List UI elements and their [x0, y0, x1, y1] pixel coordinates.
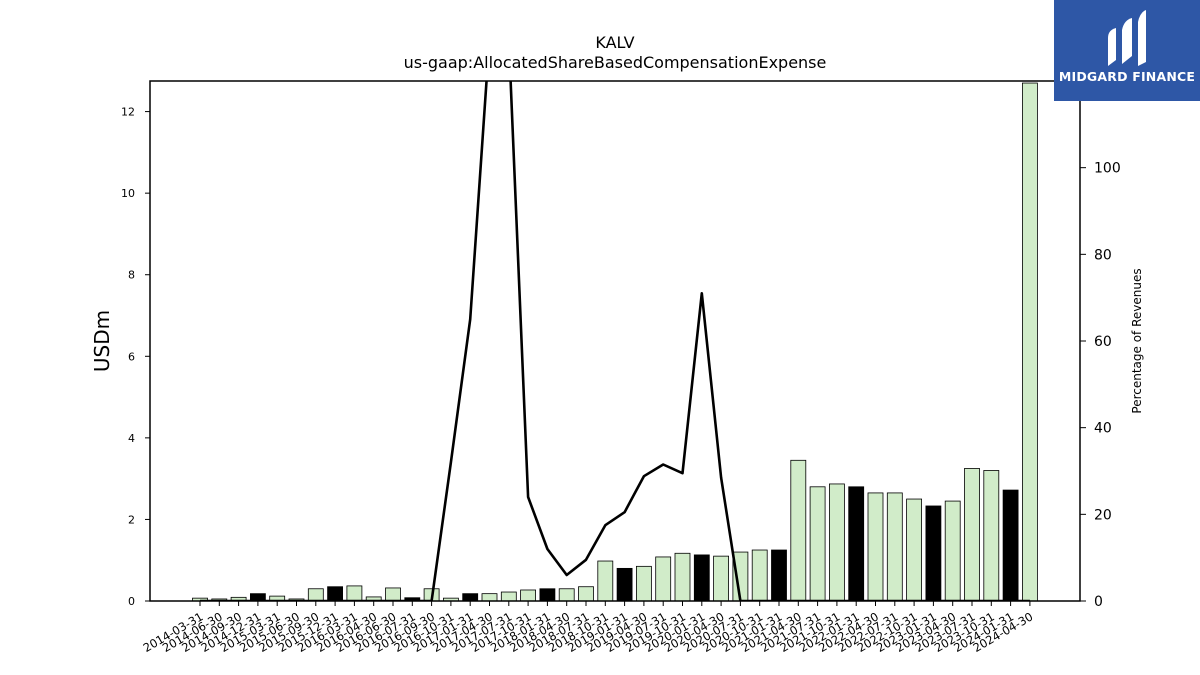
- bar-2017-07-31: [500, 591, 517, 602]
- y-tick-label: 10: [121, 187, 135, 200]
- bar-2019-01-31: [616, 567, 633, 602]
- bar-2023-04-30: [944, 500, 961, 602]
- y-tick-label: 4: [128, 432, 135, 445]
- bar-2021-07-31: [809, 486, 826, 602]
- bar-2023-10-31: [983, 470, 1000, 602]
- bar-2018-01-31: [539, 588, 556, 602]
- bar-2018-07-31: [578, 586, 594, 602]
- bar-2016-03-31: [346, 585, 363, 602]
- y-tick-label: 2: [128, 513, 135, 526]
- bar-2019-04-30: [636, 565, 652, 602]
- y2-tick-label: 80: [1094, 247, 1112, 263]
- bar-2017-10-31: [520, 589, 536, 602]
- bar-2024-04-30: [1022, 82, 1038, 602]
- bar-2022-07-31: [886, 492, 903, 602]
- y2-tick-label: 0: [1094, 594, 1103, 610]
- revenue-percentage-line: [200, 81, 1030, 601]
- chart-subtitle: us-gaap:AllocatedShareBasedCompensationE…: [404, 53, 827, 72]
- y2-tick-label: 100: [1094, 161, 1121, 177]
- bar-2021-10-31: [829, 483, 845, 602]
- y2-tick-label: 20: [1094, 507, 1112, 523]
- bar-2022-10-31: [906, 498, 922, 602]
- y-tick-label: 12: [121, 106, 135, 119]
- bar-2019-07-31: [655, 556, 672, 602]
- y-axis-left: 0 2 4 6 8 10 12: [121, 106, 150, 608]
- logo-text: MIDGARD FINANCE: [1058, 69, 1196, 84]
- bar-2018-04-30: [558, 588, 575, 602]
- brand-logo: MIDGARD FINANCE: [1054, 0, 1200, 101]
- y2-tick-label: 60: [1094, 334, 1112, 350]
- bar-2022-04-30: [867, 492, 884, 602]
- bars-group: [192, 82, 1038, 602]
- bar-2022-01-31: [848, 486, 865, 602]
- bar-2024-01-31: [1002, 489, 1019, 602]
- bar-2015-12-31: [327, 586, 344, 602]
- y-axis-label: USDm: [90, 310, 114, 372]
- y-tick-label: 0: [128, 595, 135, 608]
- y-axis-right: 0 20 40 60 80 100: [1080, 161, 1121, 610]
- bar-2015-09-30: [307, 588, 324, 602]
- y2-tick-label: 40: [1094, 421, 1112, 437]
- line-layer: [200, 81, 1030, 601]
- y-tick-label: 6: [128, 350, 135, 363]
- bar-2021-01-31: [771, 549, 787, 602]
- bar-2020-10-31: [751, 549, 768, 602]
- y-tick-label: 8: [128, 269, 135, 282]
- bar-2016-06-30: [385, 587, 401, 602]
- x-axis: 2014-03-312014-06-302014-09-302014-12-31…: [141, 601, 1035, 655]
- chart-title: KALV: [595, 33, 634, 52]
- bar-2017-04-30: [481, 593, 498, 602]
- y2-axis-label: Percentage of Revenues: [1130, 268, 1144, 413]
- bar-2018-10-31: [597, 560, 614, 602]
- bar-2020-04-30: [713, 555, 729, 602]
- bar-2017-01-31: [462, 593, 479, 602]
- bar-2021-04-30: [790, 459, 807, 602]
- bar-2023-07-31: [964, 468, 980, 602]
- logo-mark-icon: [1108, 10, 1146, 66]
- bar-2019-10-31: [674, 552, 691, 602]
- bar-2020-01-31: [693, 554, 710, 602]
- bar-2023-01-31: [925, 505, 942, 602]
